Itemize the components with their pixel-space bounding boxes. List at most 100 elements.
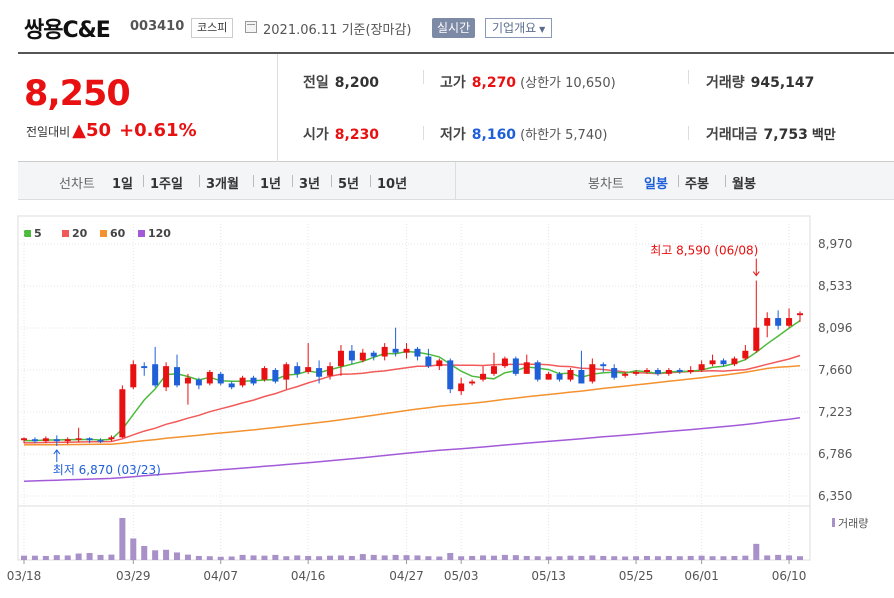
legend-label-1: 20 (72, 227, 88, 240)
x-tick-label: 05/03 (444, 569, 479, 583)
volume-bar (348, 555, 355, 560)
volume-bar (174, 552, 181, 560)
volume-bar (480, 555, 487, 560)
volume-bar (469, 555, 476, 560)
volume-bar (775, 554, 782, 560)
volume-bar (337, 555, 344, 560)
period-option-3[interactable]: 1년 (260, 177, 282, 192)
volume-bar (261, 555, 268, 560)
volume-value: 945,147 (750, 75, 815, 91)
legend-swatch-3 (138, 230, 145, 237)
company-overview-dropdown[interactable]: 기업개요 ▼ (485, 18, 553, 38)
candle-body (709, 360, 716, 365)
candle-body (42, 438, 49, 442)
separator (199, 175, 200, 187)
base-date: 2021.06.11 기준(장마감) (263, 23, 412, 38)
period-option-1[interactable]: 1주일 (150, 177, 183, 192)
candle-body (195, 379, 202, 386)
separator (331, 175, 332, 187)
volume-bar (217, 556, 224, 560)
volume-bar (64, 555, 71, 560)
low-label: 저가 (440, 127, 466, 143)
legend-label-0: 5 (34, 227, 42, 240)
period-option-5[interactable]: 5년 (338, 177, 360, 192)
amount-unit: 백만 (811, 128, 836, 143)
volume-bar (42, 555, 49, 560)
volume-bar (720, 556, 727, 560)
candle-body (687, 370, 694, 372)
volume-bar (665, 555, 672, 560)
volume-bar (698, 555, 705, 560)
volume-bar (633, 556, 640, 560)
max-arrow-head (752, 271, 760, 277)
candle-body (764, 318, 771, 326)
volume-bar (643, 555, 650, 560)
volume-bar (31, 555, 38, 560)
volume-bar (239, 554, 246, 560)
candle-option-1[interactable]: 주봉 (685, 177, 709, 192)
x-tick-label: 05/13 (531, 569, 566, 583)
volume-bar (742, 555, 749, 560)
volume-bar (611, 556, 618, 560)
x-tick-label: 03/18 (7, 569, 42, 583)
change-label: 전일대비 (26, 125, 71, 139)
prev-close-cell: 전일 8,200 (303, 72, 379, 92)
candle-option-0[interactable]: 일봉 (644, 177, 668, 192)
volume-bar (370, 554, 377, 560)
legend-swatch-1 (62, 230, 69, 237)
volume-legend-label: 거래량 (838, 517, 868, 530)
candle-body (174, 367, 181, 386)
separator (678, 175, 679, 187)
low-value: 8,160 (471, 127, 517, 143)
volume-bar (687, 555, 694, 560)
candle-body (643, 370, 650, 372)
volume-bar (141, 546, 148, 560)
y-tick-label: 7,223 (818, 405, 852, 419)
period-option-6[interactable]: 10년 (377, 177, 408, 192)
period-option-0[interactable]: 1일 (112, 177, 134, 192)
volume-bar (228, 556, 235, 560)
candle-body (622, 373, 629, 376)
volume-bar (436, 556, 443, 560)
min-arrow-head (53, 449, 61, 455)
candle-body (633, 371, 640, 374)
candle-chart-label: 봉차트 (588, 177, 624, 192)
candle-option-2[interactable]: 월봉 (732, 177, 756, 192)
volume-bar (447, 553, 454, 560)
x-tick-label: 05/25 (619, 569, 654, 583)
candle-body (86, 438, 93, 441)
candle-body (731, 358, 738, 365)
candle-body (578, 370, 585, 384)
volume-cell: 거래량 945,147 (706, 72, 814, 92)
realtime-button[interactable]: 실시간 (432, 18, 476, 38)
volume-bar (622, 556, 629, 560)
candle-body (97, 440, 104, 442)
volume-bar (316, 556, 323, 560)
candle-body (403, 348, 410, 353)
open-cell: 시가 8,230 (303, 124, 379, 144)
volume-bar (86, 553, 93, 560)
y-tick-label: 6,786 (818, 447, 852, 461)
candle-body (567, 370, 574, 380)
divider (688, 70, 689, 84)
volume-bar (152, 550, 159, 560)
min-price-label: 최저 6,870 (03/23) (53, 463, 161, 477)
volume-bar (119, 518, 126, 560)
volume-bar (108, 554, 115, 560)
volume-bar (414, 555, 421, 560)
separator (725, 175, 726, 187)
current-price-panel: 8,250 전일대비 ▲50 +0.61% (18, 54, 278, 162)
candle-body (359, 352, 366, 361)
candle-body (611, 368, 618, 378)
volume-bar (305, 555, 312, 560)
volume-bar (381, 555, 388, 560)
period-option-2[interactable]: 3개월 (206, 177, 239, 192)
period-option-4[interactable]: 3년 (299, 177, 321, 192)
candle-body (53, 439, 60, 442)
x-tick-label: 06/01 (684, 569, 719, 583)
price-change: 전일대비 ▲50 +0.61% (26, 120, 197, 141)
market-badge: 코스피 (191, 18, 234, 38)
separator (292, 175, 293, 187)
y-tick-label: 8,096 (818, 321, 852, 335)
volume-bar (195, 555, 202, 560)
